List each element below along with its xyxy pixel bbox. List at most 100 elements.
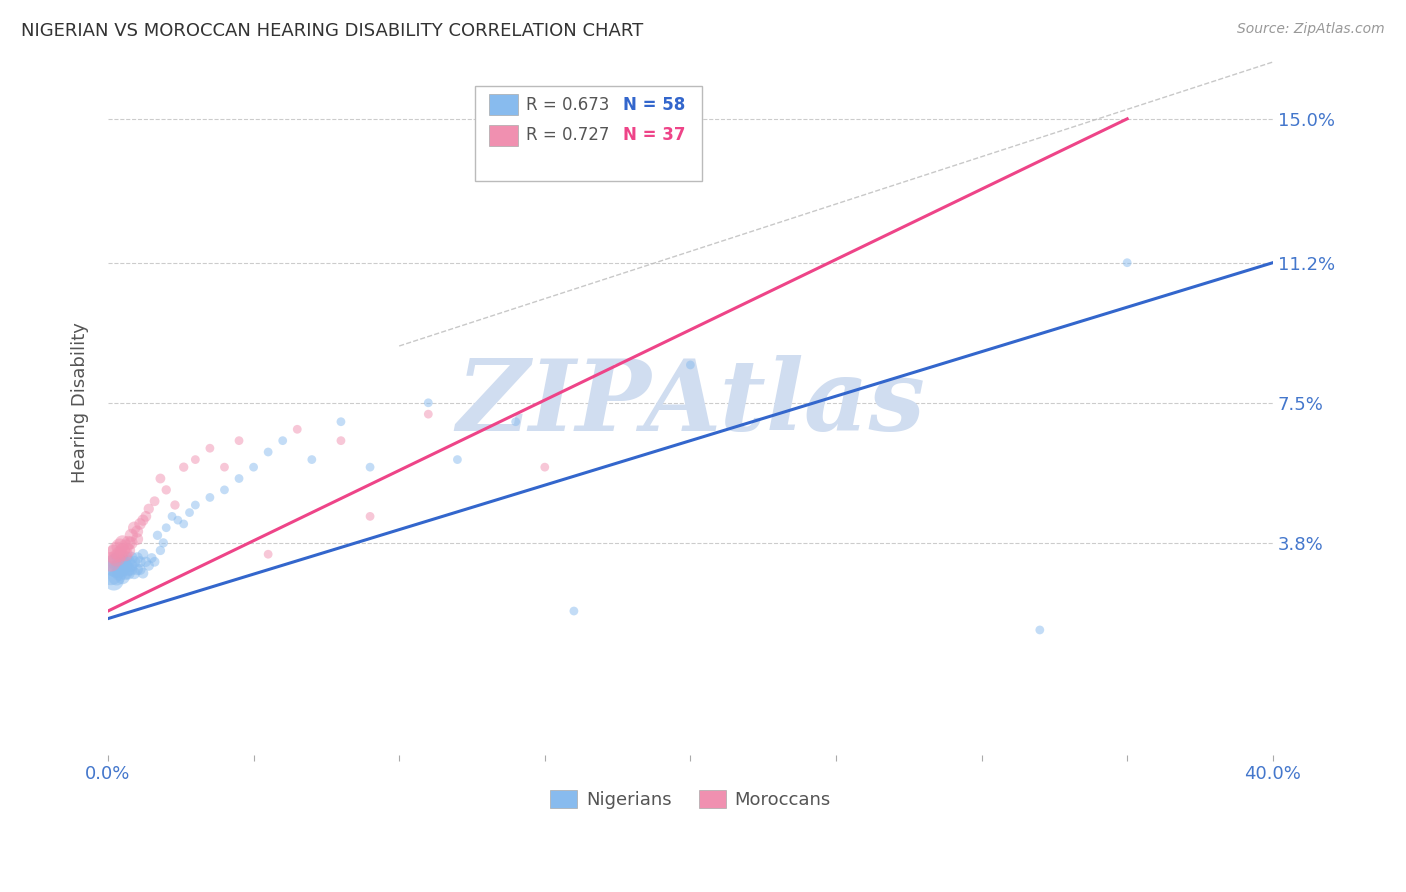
Point [132,513,155,527]
Point [329,415,352,429]
Point [100,566,122,581]
Point [117,555,139,569]
Point [138,558,160,573]
Point [122,555,145,569]
Point [111,555,134,569]
Point [108,540,131,554]
Point [105,555,128,569]
Point [359,509,381,524]
Point [257,547,280,561]
Point [418,396,440,410]
Point [117,536,139,550]
Point [129,562,152,576]
FancyBboxPatch shape [475,86,702,181]
Point [198,491,221,505]
Point [117,566,139,581]
FancyBboxPatch shape [489,95,517,115]
Point [152,536,174,550]
Point [127,524,149,539]
Y-axis label: Hearing Disability: Hearing Disability [72,322,89,483]
Point [135,555,157,569]
Point [129,516,152,531]
Point [242,460,264,475]
Point [214,460,236,475]
Point [129,555,152,569]
Text: R = 0.727: R = 0.727 [526,126,610,145]
Point [132,566,155,581]
Text: N = 58: N = 58 [623,96,685,114]
Point [114,558,136,573]
Point [117,543,139,558]
Point [446,452,468,467]
Point [108,551,131,566]
Point [143,494,166,508]
Point [100,555,122,569]
Point [127,532,149,546]
Point [114,551,136,566]
Point [149,543,172,558]
Point [122,566,145,581]
Point [160,509,183,524]
Point [228,471,250,485]
Point [117,562,139,576]
Point [105,551,128,566]
Point [271,434,294,448]
Point [184,452,207,467]
Point [103,574,125,588]
Point [114,566,136,581]
Text: Source: ZipAtlas.com: Source: ZipAtlas.com [1237,22,1385,37]
Point [111,570,134,584]
Point [179,506,201,520]
Point [108,566,131,581]
Point [359,460,381,475]
Point [105,570,128,584]
Point [163,498,186,512]
Point [103,558,125,573]
Point [214,483,236,497]
Point [149,471,172,485]
Point [505,415,527,429]
Point [418,407,440,421]
Point [329,434,352,448]
Point [257,445,280,459]
Point [105,562,128,576]
Point [122,521,145,535]
Point [111,536,134,550]
Point [120,558,142,573]
Point [155,521,177,535]
Text: R = 0.673: R = 0.673 [526,96,610,114]
Point [114,540,136,554]
Point [1029,623,1052,637]
Point [135,509,157,524]
Point [132,547,155,561]
Point [1116,256,1139,270]
Point [155,483,177,497]
Point [184,498,207,512]
Point [285,422,308,436]
Point [127,551,149,566]
Point [105,543,128,558]
Point [108,547,131,561]
Point [120,528,142,542]
Point [120,536,142,550]
Point [562,604,585,618]
Point [111,543,134,558]
Point [127,562,149,576]
Point [111,562,134,576]
Point [143,555,166,569]
Point [146,528,169,542]
Point [228,434,250,448]
Point [108,558,131,573]
Text: ZIPAtlas: ZIPAtlas [456,354,925,451]
Point [114,547,136,561]
Point [120,551,142,566]
Point [120,562,142,576]
Point [679,169,702,183]
Text: NIGERIAN VS MOROCCAN HEARING DISABILITY CORRELATION CHART: NIGERIAN VS MOROCCAN HEARING DISABILITY … [21,22,644,40]
Point [167,513,190,527]
Legend: Nigerians, Moroccans: Nigerians, Moroccans [543,782,838,816]
Point [141,551,163,566]
Point [173,516,195,531]
Point [533,460,555,475]
Text: N = 37: N = 37 [623,126,685,145]
